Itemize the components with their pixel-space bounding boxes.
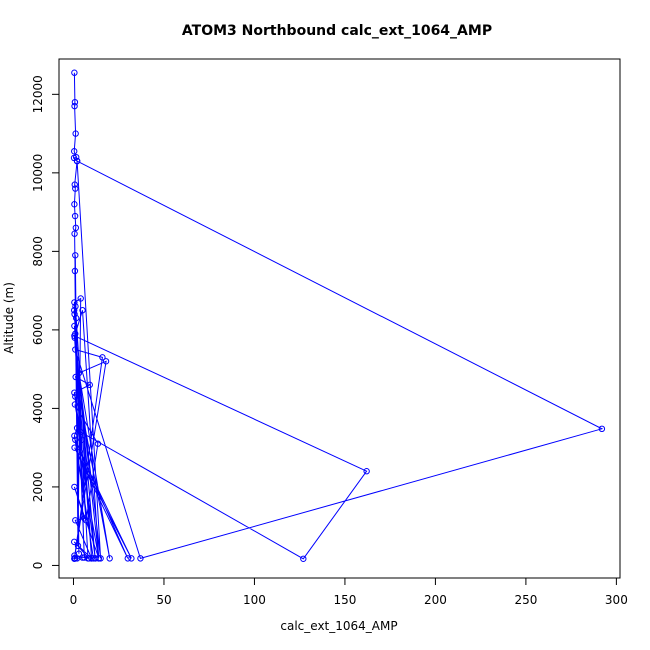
data-point <box>71 102 78 110</box>
data-point <box>106 555 113 562</box>
series-layer <box>70 69 606 562</box>
data-point <box>71 201 78 208</box>
series-line <box>72 72 604 560</box>
x-tick-label: 150 <box>333 593 356 607</box>
data-point <box>86 381 93 389</box>
data-point <box>102 358 110 365</box>
x-tick-label: 200 <box>424 593 447 607</box>
y-axis: 0 2000 4000 6000 8000 10000 12000 <box>31 75 60 570</box>
x-tick-label: 250 <box>514 593 537 607</box>
data-point <box>128 555 135 562</box>
data-point <box>94 440 102 447</box>
data-point <box>77 295 84 302</box>
data-point <box>73 424 81 432</box>
data-point <box>598 425 606 433</box>
data-point <box>72 436 79 444</box>
x-tick-label: 300 <box>605 593 628 607</box>
data-point <box>71 230 78 237</box>
y-tick-label: 6000 <box>31 315 45 346</box>
x-tick-label: 100 <box>243 593 266 607</box>
data-point <box>71 322 78 330</box>
data-point <box>75 369 83 377</box>
y-tick-label: 10000 <box>31 154 45 192</box>
data-point <box>71 444 78 451</box>
data-point <box>72 346 79 353</box>
data-point <box>91 555 99 562</box>
data-point <box>99 354 106 361</box>
data-point <box>71 307 78 314</box>
y-tick-label: 12000 <box>31 75 45 113</box>
data-point <box>88 555 95 562</box>
data-point <box>71 389 78 396</box>
data-point <box>71 332 78 339</box>
data-point <box>124 555 131 562</box>
data-point <box>71 555 78 562</box>
x-tick-label: 0 <box>70 593 78 607</box>
data-point <box>81 515 88 522</box>
chart-title: ATOM3 Northbound calc_ext_1064_AMP <box>182 23 492 39</box>
x-axis: 0 50 100 150 200 250 300 <box>70 577 628 607</box>
data-point <box>72 314 80 322</box>
data-point <box>74 542 82 550</box>
data-point <box>71 401 79 408</box>
data-point <box>72 373 79 381</box>
data-point <box>71 69 78 76</box>
data-point <box>71 483 78 491</box>
data-point <box>72 517 79 524</box>
data-point <box>71 310 78 318</box>
data-point <box>71 212 79 220</box>
data-point <box>82 517 90 524</box>
data-point <box>95 555 103 562</box>
x-axis-label: calc_ext_1064_AMP <box>280 619 397 633</box>
data-point <box>79 554 86 561</box>
y-axis-label: Altitude (m) <box>2 282 16 354</box>
data-point <box>71 181 78 188</box>
data-point <box>72 185 79 192</box>
data-point <box>363 468 370 475</box>
data-point <box>79 307 86 314</box>
data-point <box>71 538 78 546</box>
data-point <box>72 252 79 259</box>
data-point <box>71 267 79 275</box>
data-point <box>300 555 307 562</box>
y-tick-label: 4000 <box>31 393 45 424</box>
y-tick-label: 8000 <box>31 236 45 267</box>
data-point <box>77 428 84 436</box>
data-point <box>72 224 80 232</box>
data-point <box>72 303 79 310</box>
data-point <box>81 554 88 561</box>
data-point <box>137 555 144 562</box>
data-point <box>71 148 78 155</box>
y-tick-label: 0 <box>31 562 45 570</box>
y-tick-label: 2000 <box>31 472 45 503</box>
data-point <box>73 157 81 165</box>
data-point <box>72 130 79 137</box>
data-point <box>76 448 84 455</box>
plot-frame <box>58 58 621 579</box>
data-point <box>71 432 78 440</box>
data-point <box>71 98 79 106</box>
x-tick-label: 50 <box>156 593 171 607</box>
data-point <box>78 436 85 444</box>
data-point <box>85 555 93 562</box>
data-point <box>72 393 79 400</box>
data-point <box>71 299 78 306</box>
